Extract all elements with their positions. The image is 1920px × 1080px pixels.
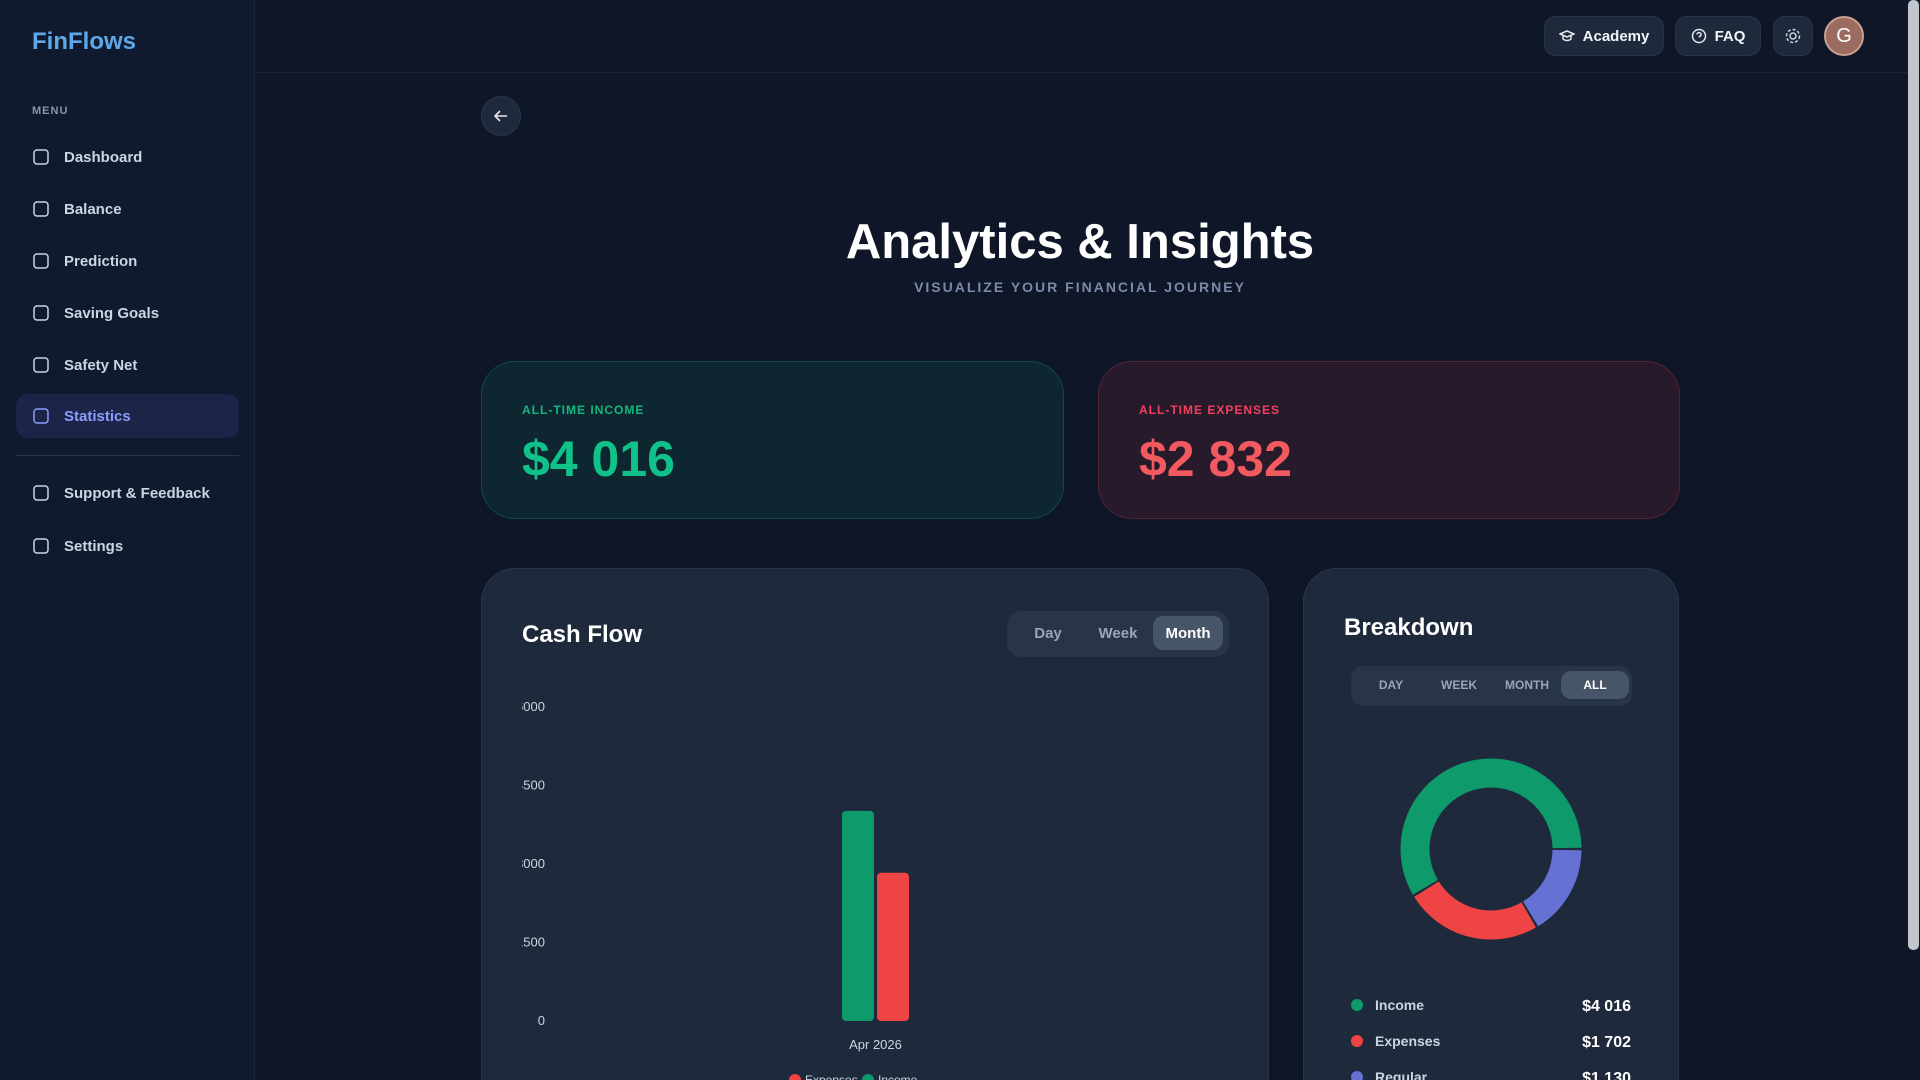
page-title: Analytics & Insights (845, 215, 1315, 269)
academy-button[interactable]: Academy (1544, 16, 1664, 56)
nav-label: Safety Net (64, 356, 138, 374)
legend-value: $1 702 (1582, 1034, 1631, 1051)
nav-label: Prediction (64, 252, 138, 270)
header-border (256, 72, 1920, 73)
y-tick-label: 3000 (516, 856, 545, 871)
faq-button[interactable]: FAQ (1675, 16, 1761, 56)
icon (1785, 28, 1801, 44)
x-tick-label: Apr 2026 (849, 1037, 902, 1052)
separator (16, 455, 239, 456)
logo[interactable]: FinFlows (32, 28, 136, 55)
icon (33, 357, 49, 373)
nav-label: Settings (64, 537, 124, 555)
y-tick-label: 4500 (516, 778, 545, 793)
y-tick-label: 0 (538, 1013, 545, 1028)
legend-label: Expenses (805, 1073, 858, 1080)
icon (33, 305, 49, 321)
card-label: ALL-TIME EXPENSES (1139, 403, 1281, 417)
icon (33, 408, 49, 424)
nav-item[interactable]: Dashboard (16, 135, 239, 179)
legend-swatch (1351, 999, 1363, 1011)
donut-segment (1400, 758, 1582, 895)
period-toggle: DAY WEEK MONTH ALL (1351, 666, 1632, 706)
nav-label: Saving Goals (64, 304, 160, 322)
settings-button[interactable] (1773, 16, 1813, 56)
nav-label: Balance (64, 200, 122, 218)
bar (877, 872, 909, 1021)
icon (33, 149, 49, 165)
nav-label: Statistics (64, 407, 131, 425)
period-option[interactable]: Month (1153, 616, 1223, 650)
period-option[interactable]: Week (1098, 624, 1138, 642)
nav-item[interactable]: Support & Feedback (16, 471, 239, 515)
period-option[interactable]: Day (1034, 624, 1062, 642)
nav-item[interactable]: Statistics (16, 394, 239, 438)
legend-swatch (862, 1074, 874, 1080)
icon (493, 110, 507, 122)
nav-item[interactable]: Safety Net (16, 343, 239, 387)
card-value: $4 016 (522, 431, 675, 487)
period-toggle: Day Week Month (1007, 611, 1229, 657)
period-option[interactable]: WEEK (1441, 678, 1477, 692)
income-card: ALL-TIME INCOME $4 016 (481, 361, 1064, 519)
legend-swatch (1351, 1071, 1363, 1080)
bar (842, 810, 874, 1021)
icon (33, 538, 49, 554)
nav-item[interactable]: Saving Goals (16, 291, 239, 335)
legend-label: Regular (1375, 1069, 1428, 1080)
nav-label: Dashboard (64, 148, 143, 166)
period-option[interactable]: MONTH (1505, 678, 1549, 692)
legend-label: Income (1375, 997, 1424, 1013)
expenses-card: ALL-TIME EXPENSES $2 832 (1098, 361, 1680, 519)
y-tick-label: 1500 (516, 935, 545, 950)
sidebar: FinFlows MENU Dashboard Balance Prediction… (0, 0, 255, 1080)
y-tick-label: 6000 (516, 699, 545, 714)
scrollbar[interactable] (1908, 0, 1919, 950)
breakdown-card: Breakdown DAY WEEK MONTH ALL (1303, 568, 1679, 1080)
legend-value: $1 130 (1582, 1070, 1631, 1080)
nav-item[interactable]: Settings (16, 524, 239, 568)
label: FAQ (1714, 27, 1746, 45)
nav-label: Support & Feedback (64, 484, 210, 502)
icon (33, 485, 49, 501)
donut-segment (1522, 849, 1582, 927)
legend-label: Income (878, 1073, 918, 1080)
legend-swatch (1351, 1035, 1363, 1047)
donut-segment (1414, 881, 1536, 940)
card-label: ALL-TIME INCOME (522, 403, 645, 417)
legend-value: $4 016 (1582, 998, 1631, 1015)
menu-label: MENU (32, 105, 69, 117)
back-button[interactable] (481, 96, 521, 136)
period-option[interactable]: DAY (1378, 678, 1404, 692)
card-title: Breakdown (1344, 614, 1474, 641)
icon (33, 253, 49, 269)
legend-swatch (789, 1074, 801, 1080)
icon (1558, 30, 1575, 42)
card-title: Cash Flow (522, 621, 643, 648)
page-subtitle: VISUALIZE YOUR FINANCIAL JOURNEY (914, 279, 1246, 295)
legend-label: Expenses (1375, 1033, 1441, 1049)
nav-item[interactable]: Prediction (16, 239, 239, 283)
icon (1691, 28, 1706, 44)
avatar[interactable]: G (1824, 16, 1864, 56)
icon (33, 201, 49, 217)
card-value: $2 832 (1139, 431, 1292, 487)
period-option[interactable]: ALL (1561, 671, 1629, 699)
nav-item[interactable]: Balance (16, 187, 239, 231)
label: Academy (1582, 27, 1650, 45)
cashflow-card: Cash Flow Day Week Month (481, 568, 1269, 1080)
